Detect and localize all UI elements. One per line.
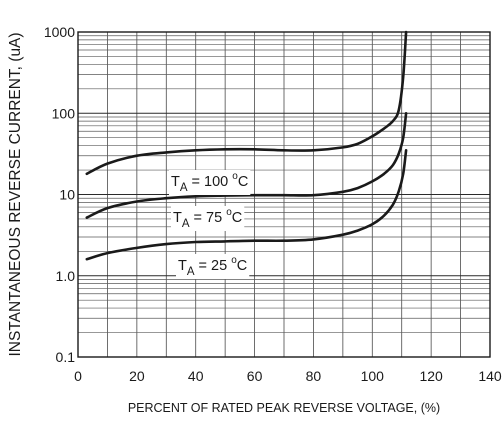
x-axis-label: PERCENT OF RATED PEAK REVERSE VOLTAGE, (…	[128, 401, 440, 415]
y-tick-label: 1.0	[56, 268, 76, 284]
y-tick-label: 0.1	[56, 349, 76, 365]
x-tick-label: 140	[478, 368, 502, 384]
series-label-background	[176, 254, 250, 279]
series-label-ta-100c: TA = 100 oC	[171, 171, 248, 194]
x-tick-label: 80	[306, 368, 322, 384]
series-line-ta-100c	[85, 30, 408, 176]
series-label-background	[169, 170, 251, 195]
plot-frame	[77, 31, 491, 358]
series-label-background	[171, 206, 245, 231]
x-tick-label: 100	[361, 368, 385, 384]
x-tick-label: 20	[129, 368, 145, 384]
x-tick-labels: 0 20 40 60 80 100 120 140	[74, 368, 502, 384]
series-line-ta-75c	[85, 112, 408, 219]
y-axis-label: INSTANTANEOUS REVERSE CURRENT, (uA)	[7, 32, 24, 356]
y-tick-labels: 0.1 1.0 10 100 1000	[44, 24, 75, 365]
x-tick-label: 60	[247, 368, 263, 384]
x-tick-label: 40	[188, 368, 204, 384]
y-tick-label: 10	[59, 187, 75, 203]
grid	[78, 32, 490, 357]
series-label-ta-25c: TA = 25 oC	[178, 255, 247, 278]
series-line-ta-25c	[85, 149, 408, 261]
series-layer	[85, 30, 408, 261]
series-label-ta-75c: TA = 75 oC	[173, 207, 242, 230]
series-labels: TA = 100 oC TA = 75 oC TA = 25 oC	[169, 170, 251, 279]
y-tick-label: 1000	[44, 24, 75, 40]
y-tick-label: 100	[52, 105, 76, 121]
x-tick-label: 120	[419, 368, 443, 384]
x-tick-label: 0	[74, 368, 82, 384]
